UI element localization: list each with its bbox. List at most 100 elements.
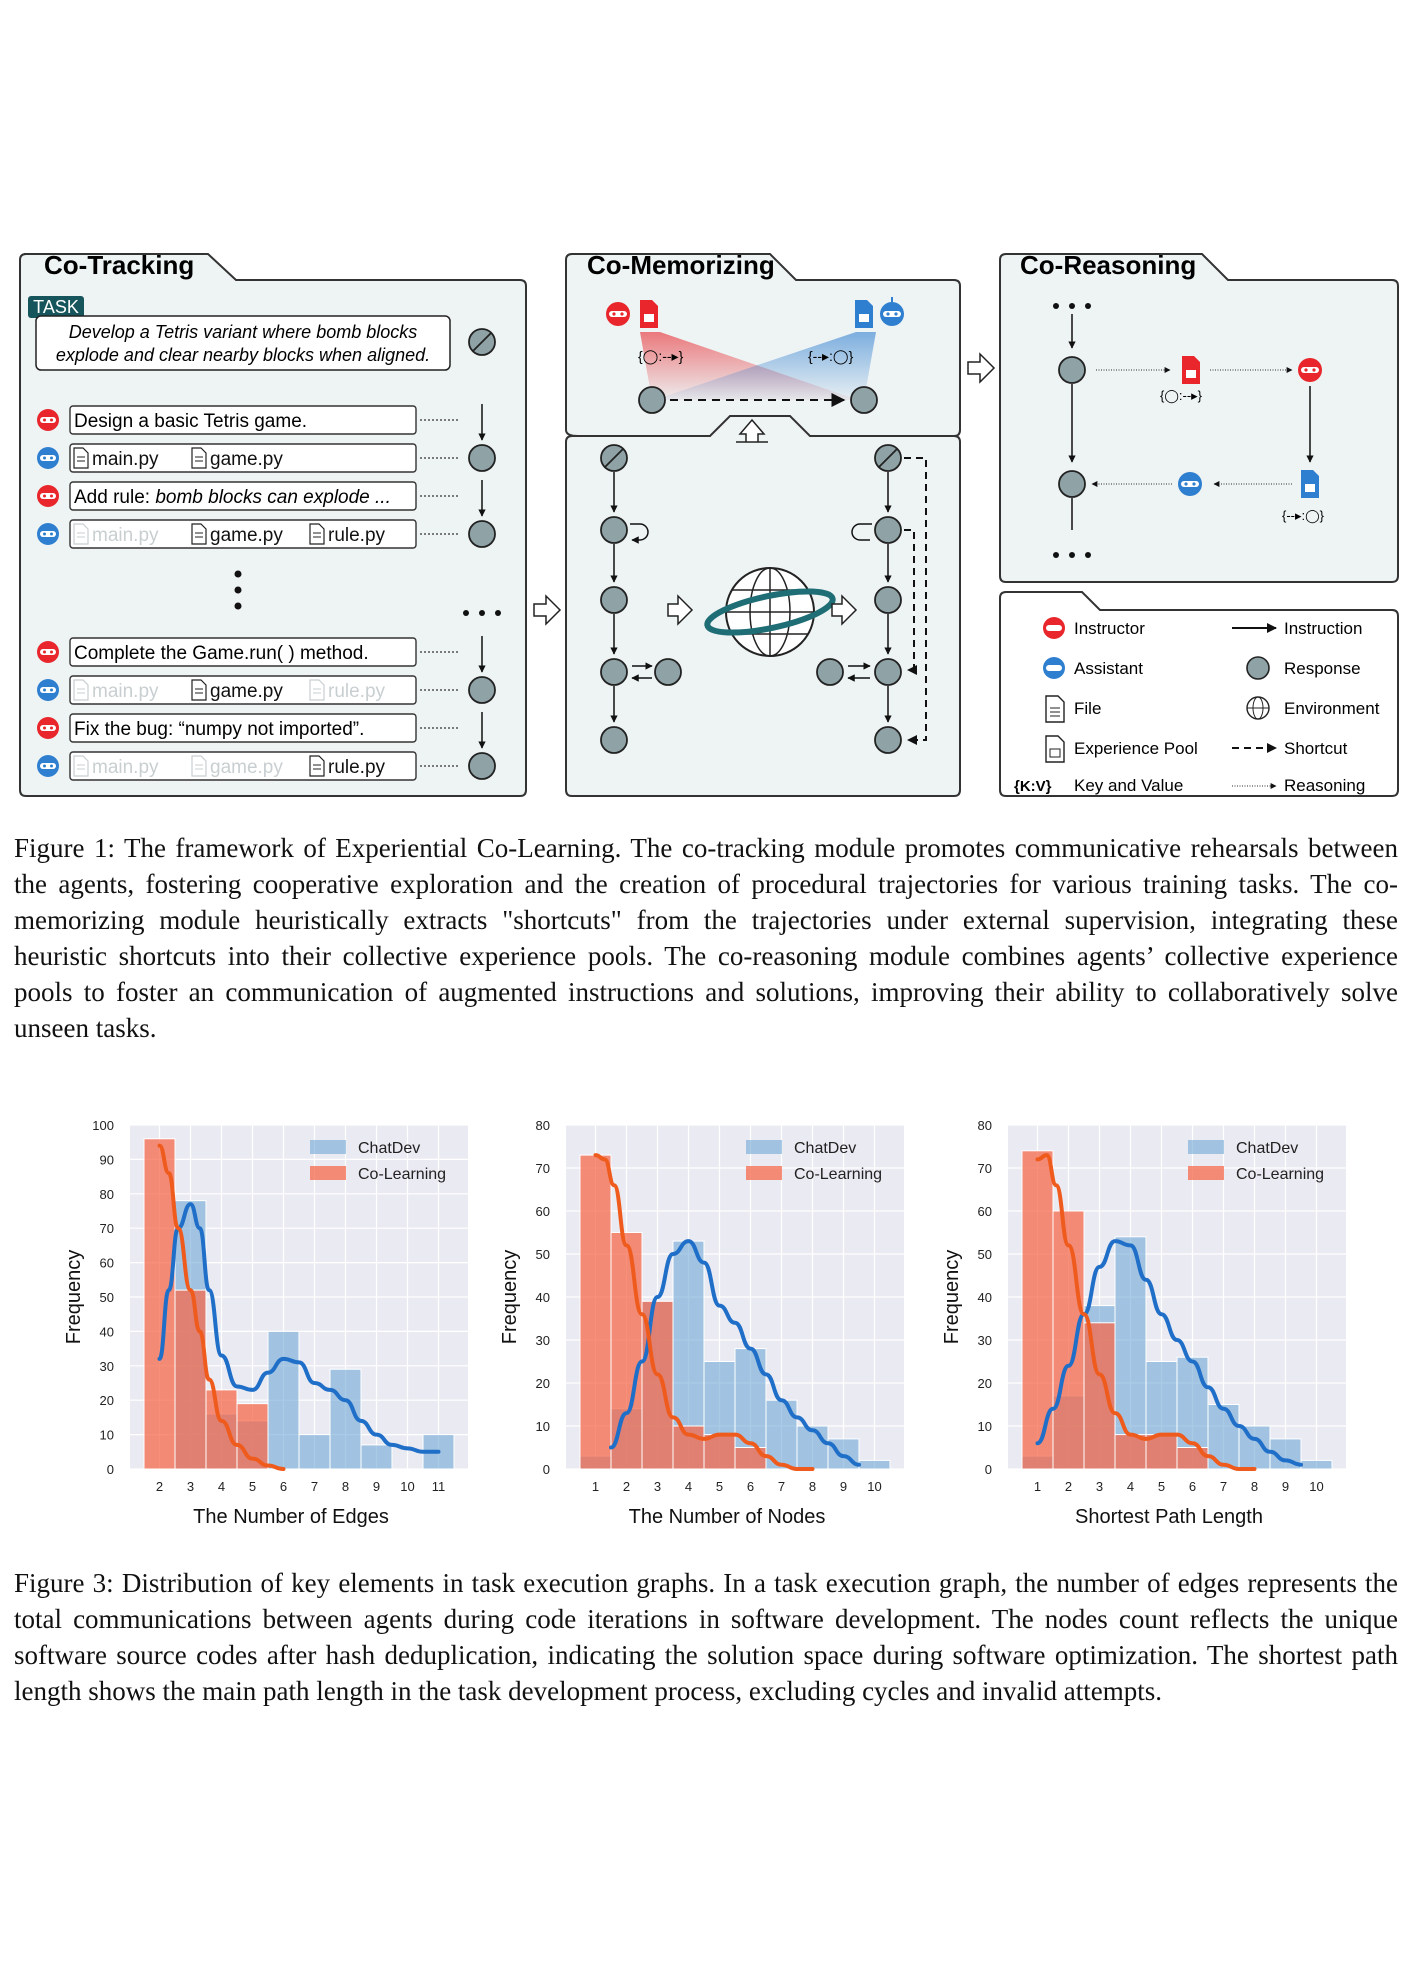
y-tick-label: 40 bbox=[100, 1324, 114, 1339]
file-icon bbox=[73, 523, 89, 545]
track-row-box bbox=[69, 751, 417, 781]
kde-curve-chatdev bbox=[1035, 1239, 1303, 1467]
track-row-box bbox=[69, 481, 417, 511]
co-tracking-panel: Co-Tracking TASK Develop a Tetris varian… bbox=[19, 250, 527, 797]
kv-bottom: {--▸:◯} bbox=[1282, 508, 1325, 524]
memo-node-left bbox=[638, 386, 666, 414]
file-icon bbox=[73, 679, 89, 701]
chart-edges: 0 10 20 30 40 50 60 70 80 90 100 2 3 4 5 6 7 8 9 10 11 ChatDe… bbox=[63, 1118, 468, 1528]
x-tick-label: 5 bbox=[1158, 1479, 1165, 1494]
bar-chatdev bbox=[1300, 1459, 1333, 1470]
co-reasoning-panel: Co-Reasoning {◯:--▸} {--▸:◯} bbox=[999, 250, 1399, 583]
track-row-box bbox=[69, 675, 417, 705]
x-tick-label: 3 bbox=[187, 1479, 194, 1494]
y-tick-label: 80 bbox=[536, 1118, 550, 1133]
bar-chatdev bbox=[267, 1330, 300, 1470]
x-tick-label: 10 bbox=[867, 1479, 881, 1494]
file-icon bbox=[191, 523, 207, 545]
track-row-box bbox=[69, 405, 417, 435]
legend-label: Co-Learning bbox=[358, 1166, 446, 1183]
chart-shortest-path: 0 10 20 30 40 50 60 70 80 1 2 3 4 5 6 7 8 9 10 ChatDev Co-Le… bbox=[941, 1118, 1346, 1528]
y-tick-label: 90 bbox=[100, 1152, 114, 1167]
file-name: main.py bbox=[92, 757, 159, 778]
file-name: game.py bbox=[210, 757, 283, 778]
y-tick-label: 10 bbox=[536, 1419, 550, 1434]
legend-instruction-label: Instruction bbox=[1284, 619, 1362, 638]
instructor-message: Fix the bug: “numpy not imported”. bbox=[74, 719, 364, 740]
x-axis-label: The Number of Nodes bbox=[629, 1506, 826, 1528]
co-memorizing-lower-panel bbox=[565, 415, 961, 797]
assistant-icon bbox=[37, 755, 59, 777]
experience-pool-icon-red bbox=[1182, 356, 1200, 384]
y-tick-label: 40 bbox=[978, 1290, 992, 1305]
y-tick-label: 20 bbox=[100, 1393, 114, 1408]
y-tick-label: 70 bbox=[536, 1161, 550, 1176]
y-tick-label: 20 bbox=[536, 1376, 550, 1391]
legend-file-label: File bbox=[1074, 699, 1101, 718]
x-tick-label: 10 bbox=[1309, 1479, 1323, 1494]
legend-shortcut-label: Shortcut bbox=[1284, 739, 1348, 758]
kde-curve-co-learning bbox=[593, 1153, 815, 1471]
figure-1-caption: Figure 1: The framework of Experiential … bbox=[14, 833, 1398, 1043]
kde-curve-chatdev bbox=[609, 1239, 861, 1467]
task-tag: TASK bbox=[33, 297, 79, 317]
track-row-box bbox=[69, 637, 417, 667]
instructor-icon bbox=[37, 485, 59, 507]
task-text-line2: explode and clear nearby blocks when ali… bbox=[56, 345, 430, 365]
memo-graph-node bbox=[600, 726, 628, 754]
x-tick-label: 4 bbox=[685, 1479, 692, 1494]
legend-response-label: Response bbox=[1284, 659, 1361, 678]
x-tick-label: 4 bbox=[1127, 1479, 1134, 1494]
file-name: game.py bbox=[210, 449, 283, 470]
y-tick-label: 80 bbox=[978, 1118, 992, 1133]
memo-graph-node bbox=[874, 726, 902, 754]
y-axis-label: Frequency bbox=[63, 1250, 85, 1345]
assistant-icon bbox=[880, 297, 904, 326]
file-name: main.py bbox=[92, 449, 159, 470]
bar-co-learning bbox=[579, 1154, 612, 1470]
file-icon bbox=[191, 679, 207, 701]
legend-key-value-label: Key and Value bbox=[1074, 776, 1183, 795]
y-tick-label: 50 bbox=[100, 1290, 114, 1305]
assistant-icon bbox=[37, 447, 59, 469]
instructor-icon bbox=[37, 717, 59, 739]
x-tick-label: 5 bbox=[716, 1479, 723, 1494]
legend-panel: Instructor Assistant File Experience Poo… bbox=[999, 591, 1399, 797]
y-tick-label: 40 bbox=[536, 1290, 550, 1305]
kde-curve-chatdev bbox=[157, 1202, 441, 1454]
x-tick-label: 11 bbox=[432, 1479, 446, 1494]
response-node bbox=[468, 520, 496, 548]
file-icon bbox=[191, 755, 207, 777]
x-tick-label: 8 bbox=[809, 1479, 816, 1494]
legend-label: ChatDev bbox=[358, 1140, 420, 1157]
flow-arrow-2 bbox=[967, 352, 996, 384]
x-tick-label: 8 bbox=[1251, 1479, 1258, 1494]
environment-globe-icon bbox=[704, 567, 836, 657]
legend-response-node bbox=[1246, 656, 1270, 680]
x-tick-label: 2 bbox=[623, 1479, 630, 1494]
instructor-icon bbox=[37, 641, 59, 663]
y-tick-label: 10 bbox=[100, 1428, 114, 1443]
y-tick-label: 50 bbox=[978, 1247, 992, 1262]
instructor-icon bbox=[1298, 358, 1322, 382]
kde-curve-co-learning bbox=[1035, 1153, 1257, 1471]
x-tick-label: 4 bbox=[218, 1479, 225, 1494]
x-tick-label: 8 bbox=[342, 1479, 349, 1494]
y-tick-label: 30 bbox=[536, 1333, 550, 1348]
y-tick-label: 80 bbox=[100, 1187, 114, 1202]
y-tick-label: 60 bbox=[100, 1256, 114, 1271]
legend-label: Co-Learning bbox=[1236, 1166, 1324, 1183]
file-icon bbox=[1045, 695, 1065, 723]
y-axis-label: Frequency bbox=[941, 1250, 963, 1345]
memo-node-right bbox=[850, 386, 878, 414]
file-name: main.py bbox=[92, 525, 159, 546]
memo-graph-node bbox=[600, 586, 628, 614]
legend-instructor bbox=[1043, 617, 1065, 639]
bar-co-learning bbox=[1083, 1322, 1116, 1470]
bar-co-learning bbox=[143, 1138, 176, 1470]
legend-instructor-label: Instructor bbox=[1074, 619, 1145, 638]
x-tick-label: 6 bbox=[280, 1479, 287, 1494]
memo-graph-node bbox=[600, 516, 628, 544]
y-tick-label: 30 bbox=[100, 1359, 114, 1374]
assistant-icon bbox=[37, 679, 59, 701]
